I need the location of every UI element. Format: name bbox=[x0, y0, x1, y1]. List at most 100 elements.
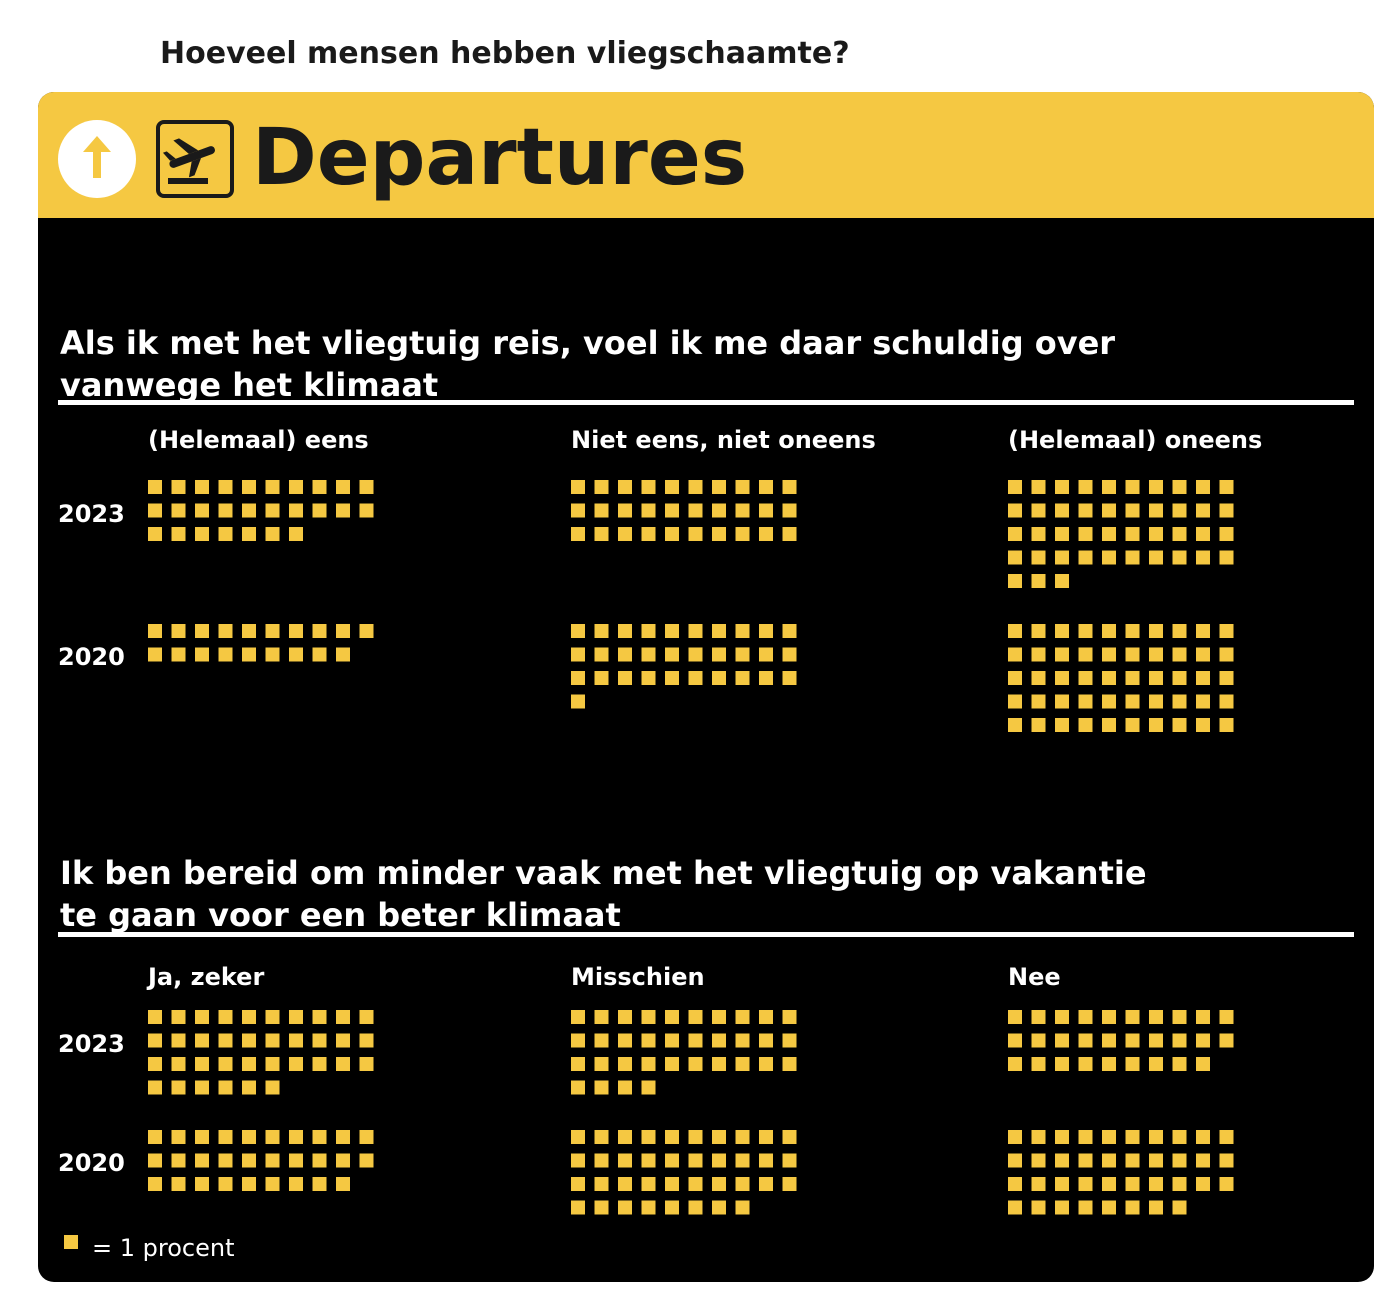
waffle-square bbox=[1196, 1130, 1210, 1144]
waffle-square bbox=[735, 1130, 750, 1144]
waffle-square bbox=[1196, 694, 1210, 709]
waffle-square bbox=[782, 1130, 797, 1144]
waffle-square bbox=[1102, 624, 1116, 638]
waffle-square bbox=[1149, 671, 1163, 685]
waffle-square bbox=[242, 1153, 256, 1168]
waffle-square bbox=[712, 647, 726, 662]
waffle-square bbox=[265, 1010, 280, 1024]
waffle-square bbox=[1031, 550, 1046, 565]
waffle-square bbox=[1219, 718, 1234, 732]
waffle-square bbox=[688, 1057, 703, 1071]
waffle-square bbox=[712, 1057, 726, 1071]
waffle-square bbox=[1172, 503, 1187, 518]
waffle-square bbox=[594, 1200, 609, 1215]
waffle-square bbox=[359, 1010, 374, 1024]
waffle-square bbox=[1149, 1153, 1163, 1168]
waffle-square bbox=[618, 480, 632, 494]
airplane-departure-icon bbox=[156, 120, 234, 198]
waffle-square bbox=[1172, 1033, 1187, 1048]
waffle-square bbox=[1219, 1033, 1234, 1048]
waffle-square bbox=[665, 1153, 679, 1168]
waffle-square bbox=[1102, 647, 1116, 662]
waffle-square bbox=[1125, 694, 1140, 709]
waffle-square bbox=[782, 527, 797, 541]
waffle-square bbox=[594, 647, 609, 662]
waffle-square bbox=[759, 527, 773, 541]
waffle-square bbox=[1031, 1010, 1046, 1024]
waffle-square bbox=[641, 1080, 656, 1095]
waffle-square bbox=[265, 1130, 280, 1144]
waffle-square bbox=[1149, 503, 1163, 518]
waffle-square bbox=[1008, 1010, 1022, 1024]
waffle-square bbox=[218, 1153, 233, 1168]
waffle-square bbox=[242, 1010, 256, 1024]
waffle-square bbox=[1149, 1200, 1163, 1215]
waffle-square bbox=[1008, 1130, 1022, 1144]
waffle-square bbox=[641, 480, 656, 494]
waffle-square bbox=[1008, 527, 1022, 541]
waffle-square bbox=[336, 1130, 350, 1144]
waffle-square bbox=[688, 527, 703, 541]
waffle-square bbox=[712, 1130, 726, 1144]
waffle-square bbox=[336, 1177, 350, 1191]
waffle-square bbox=[1125, 647, 1140, 662]
waffle-square bbox=[1078, 1153, 1093, 1168]
waffle-square bbox=[688, 480, 703, 494]
waffle-square bbox=[1031, 671, 1046, 685]
waffle-square bbox=[218, 1057, 233, 1071]
waffle-square bbox=[1196, 1033, 1210, 1048]
waffle-square bbox=[242, 647, 256, 662]
waffle-square bbox=[359, 480, 374, 494]
waffle-square bbox=[312, 1010, 327, 1024]
waffle-square bbox=[336, 1153, 350, 1168]
waffle-square bbox=[265, 624, 280, 638]
waffle-square bbox=[1102, 1057, 1116, 1071]
waffle-square bbox=[618, 1057, 632, 1071]
waffle-square bbox=[312, 1130, 327, 1144]
waffle-square bbox=[1008, 1057, 1022, 1071]
waffle-square bbox=[1008, 480, 1022, 494]
waffle-square bbox=[618, 1200, 632, 1215]
waffle-square bbox=[195, 1010, 209, 1024]
waffle-square bbox=[688, 1200, 703, 1215]
waffle-square bbox=[1055, 1130, 1069, 1144]
waffle-square bbox=[782, 1057, 797, 1071]
waffle-square bbox=[148, 1010, 162, 1024]
waffle-square bbox=[782, 1153, 797, 1168]
waffle-square bbox=[265, 1033, 280, 1048]
waffle-square bbox=[571, 527, 585, 541]
waffle-square bbox=[359, 1033, 374, 1048]
waffle-square bbox=[171, 647, 186, 662]
waffle-square bbox=[171, 624, 186, 638]
waffle-square bbox=[1149, 647, 1163, 662]
waffle-square bbox=[665, 1033, 679, 1048]
waffle-square bbox=[759, 1057, 773, 1071]
waffle-square bbox=[312, 647, 327, 662]
waffle-square bbox=[735, 1177, 750, 1191]
waffle-square bbox=[1172, 1177, 1187, 1191]
chart-divider bbox=[58, 400, 1354, 405]
waffle-square bbox=[148, 503, 162, 518]
waffle-square bbox=[618, 1010, 632, 1024]
waffle-square bbox=[1078, 1033, 1093, 1048]
waffle-square bbox=[1102, 1200, 1116, 1215]
waffle-square bbox=[665, 624, 679, 638]
waffle-square bbox=[1078, 1200, 1093, 1215]
waffle-square bbox=[265, 1057, 280, 1071]
waffle-square bbox=[1125, 1177, 1140, 1191]
waffle-square bbox=[195, 480, 209, 494]
waffle-square bbox=[1149, 1130, 1163, 1144]
waffle-square bbox=[712, 527, 726, 541]
waffle-square bbox=[1219, 550, 1234, 565]
waffle-square bbox=[289, 480, 303, 494]
waffle-square bbox=[265, 527, 280, 541]
waffle-square bbox=[1149, 1033, 1163, 1048]
waffle-square bbox=[1008, 624, 1022, 638]
waffle-square bbox=[1078, 647, 1093, 662]
waffle-square bbox=[594, 1010, 609, 1024]
waffle-square bbox=[1219, 647, 1234, 662]
waffle-square bbox=[1196, 647, 1210, 662]
waffle-square bbox=[1078, 624, 1093, 638]
waffle-square bbox=[665, 480, 679, 494]
waffle-block-2020-1 bbox=[148, 1130, 374, 1191]
